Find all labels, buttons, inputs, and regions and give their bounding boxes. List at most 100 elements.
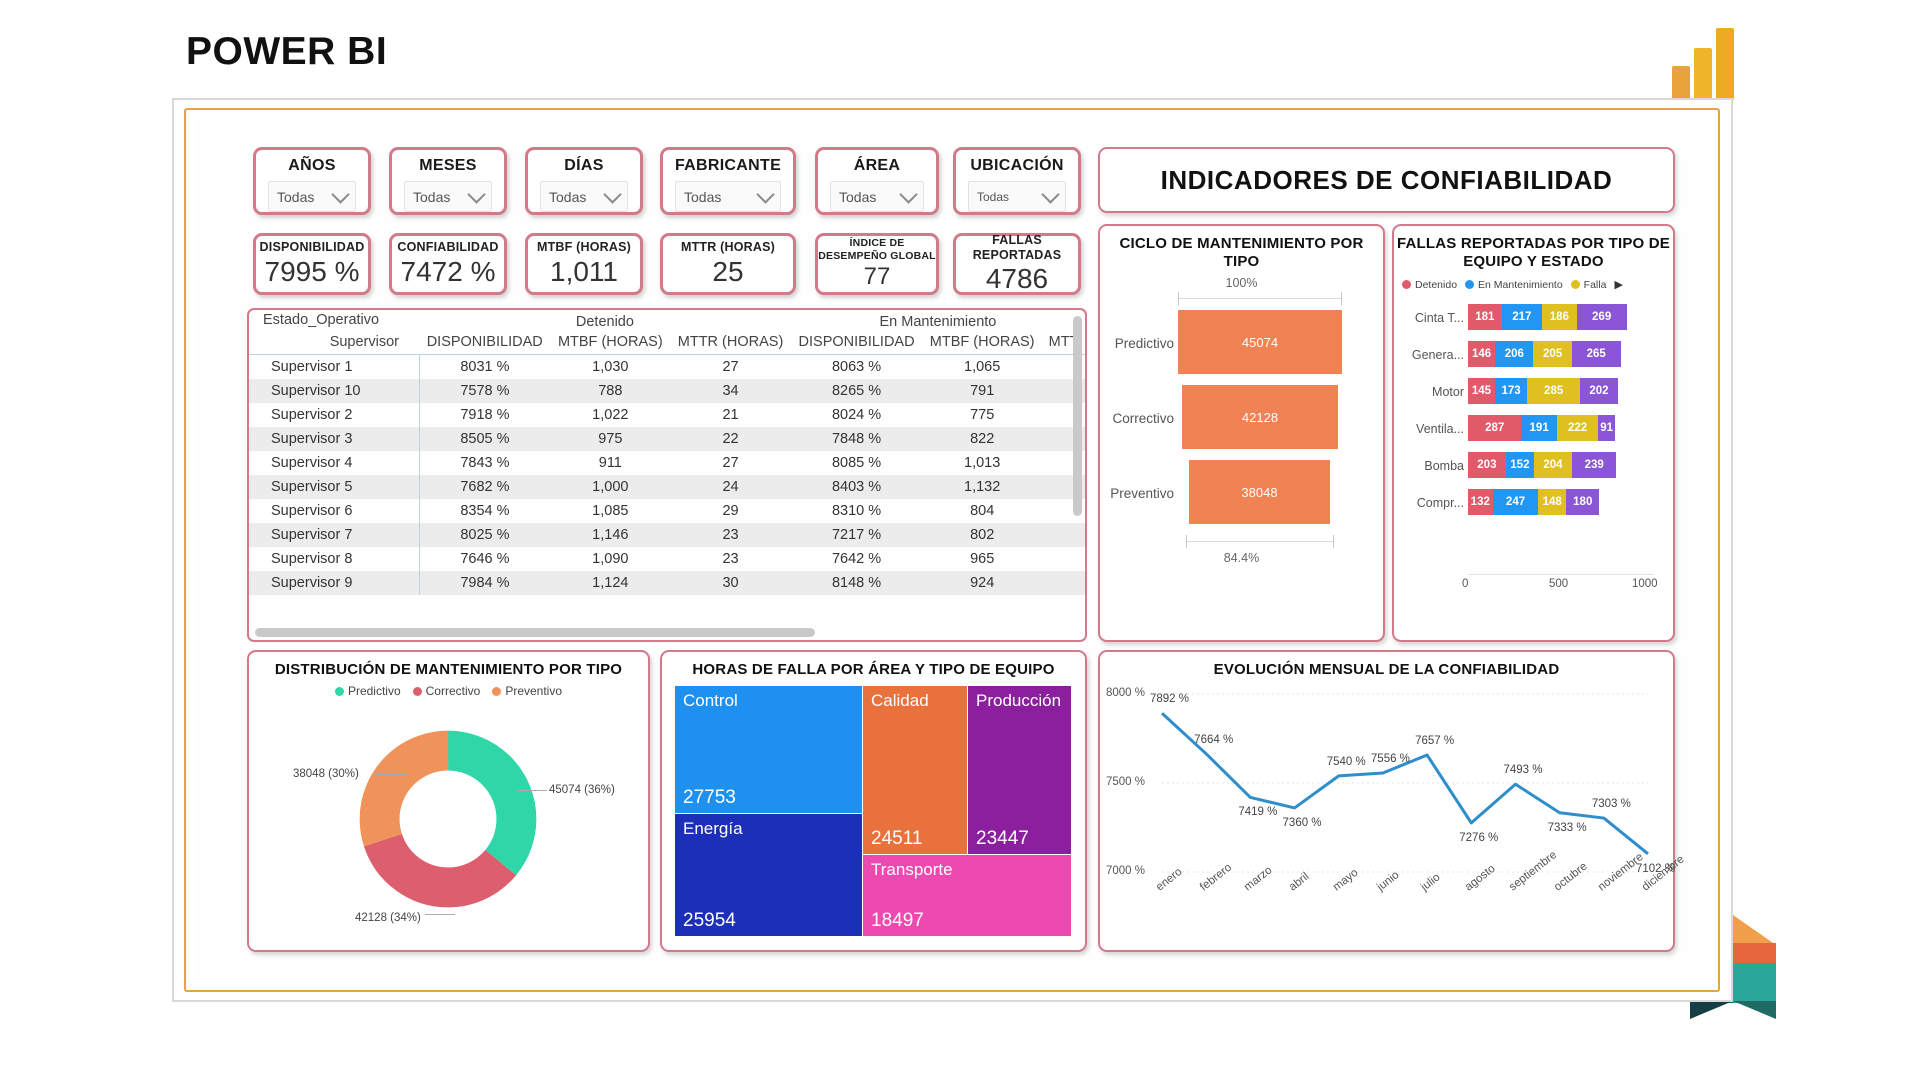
stacked-bar-segment[interactable]: 203 <box>1468 452 1506 478</box>
slicer-anios[interactable]: AÑOS Todas <box>253 147 371 215</box>
stacked-bar-segment[interactable]: 204 <box>1534 452 1572 478</box>
chevron-down-icon[interactable] <box>467 185 486 204</box>
table-row[interactable]: Supervisor 10 7578 % 788 34 8265 % 791 <box>249 379 1085 403</box>
donut-chart[interactable] <box>353 724 543 914</box>
stacked-x-axis <box>1468 574 1654 575</box>
dashboard-title: INDICADORES DE CONFIABILIDAD <box>1160 164 1613 195</box>
stacked-bar-segment[interactable]: 247 <box>1492 489 1539 515</box>
table-row[interactable]: Supervisor 6 8354 % 1,085 29 8310 % 804 <box>249 499 1085 523</box>
table-cell: 8265 % <box>831 383 882 399</box>
funnel-top-label: 100% <box>1225 276 1258 290</box>
treemap-node-name: Producción <box>976 691 1062 710</box>
stacked-bar-segment[interactable]: 173 <box>1494 378 1528 404</box>
stacked-bar-segment[interactable]: 222 <box>1556 415 1599 441</box>
table-cell: 1,000 <box>592 479 629 495</box>
legend-item-mantenimiento[interactable]: En Mantenimiento <box>1465 279 1563 291</box>
slicer-area[interactable]: ÁREA Todas <box>815 147 939 215</box>
data-label: 7664 % <box>1194 733 1234 746</box>
donut-slice-preventivo[interactable] <box>359 730 537 908</box>
legend-item-correctivo[interactable]: Correctivo <box>412 684 480 698</box>
table-row[interactable]: Supervisor 1 8031 % 1,030 27 8063 % 1,065 <box>249 354 1085 379</box>
stacked-bar-segment[interactable]: 145 <box>1468 378 1495 404</box>
supervisor-matrix-table[interactable]: Estado_Operativo Detenido En Mantenimien… <box>247 308 1087 642</box>
matrix-horizontal-scrollbar[interactable] <box>255 628 815 637</box>
treemap-node-energia[interactable]: Energía 25954 <box>675 814 862 936</box>
chevron-down-icon[interactable] <box>899 185 918 204</box>
funnel-bar-correctivo[interactable]: 42128 <box>1182 385 1338 449</box>
legend-dot-icon <box>412 686 422 696</box>
slicer-dias[interactable]: DÍAS Todas <box>525 147 643 215</box>
slicer-dropdown[interactable]: Todas <box>268 181 356 212</box>
funnel-top-axis <box>1178 298 1342 299</box>
treemap-node-value: 27753 <box>683 787 736 808</box>
col-d-disponibilidad: DISPONIBILIDAD <box>426 334 543 350</box>
chevron-down-icon[interactable] <box>603 185 622 204</box>
table-row[interactable]: Supervisor 3 8505 % 975 22 7848 % 822 <box>249 427 1085 451</box>
table-row[interactable]: Supervisor 2 7918 % 1,022 21 8024 % 775 <box>249 403 1085 427</box>
treemap-node-value: 23447 <box>976 828 1029 849</box>
stacked-bar-segment[interactable]: 265 <box>1571 341 1621 367</box>
stacked-bar-segment[interactable]: 148 <box>1538 489 1566 515</box>
data-label: 7419 % <box>1238 806 1278 819</box>
treemap-node-produccion[interactable]: Producción 23447 <box>968 686 1071 854</box>
stacked-bar-segment[interactable]: 132 <box>1468 489 1493 515</box>
legend-item-predictivo[interactable]: Predictivo <box>334 684 401 698</box>
matrix-vertical-scrollbar[interactable] <box>1073 316 1082 516</box>
line-chart-plot[interactable]: 7000 % 7500 % 8000 % 7892 % 7664 % 7419 % 7360… <box>1100 676 1687 950</box>
stacked-bar-segment[interactable]: 285 <box>1527 378 1581 404</box>
treemap-node-calidad[interactable]: Calidad 24511 <box>863 686 967 854</box>
legend-label: Detenido <box>1415 278 1458 291</box>
table-cell: 1,022 <box>592 407 629 423</box>
table-cell: Supervisor 9 <box>271 575 353 591</box>
line-series[interactable] <box>1160 712 1649 856</box>
table-row[interactable]: Supervisor 7 8025 % 1,146 23 7217 % 802 <box>249 523 1085 547</box>
table-cell: 34 <box>722 383 739 399</box>
y-axis-tick: 7000 % <box>1106 865 1146 877</box>
legend-item-preventivo[interactable]: Preventivo <box>492 684 562 698</box>
slicer-meses[interactable]: MESES Todas <box>389 147 507 215</box>
slicer-dropdown[interactable]: Todas <box>540 181 628 212</box>
treemap-node-transporte[interactable]: Transporte 18497 <box>863 855 1071 936</box>
legend-next-arrow-icon[interactable]: ▶ <box>1614 279 1623 291</box>
stacked-bar-segment[interactable]: 180 <box>1566 489 1600 515</box>
donut-slice-correctivo[interactable] <box>359 730 537 908</box>
slicer-fabricante[interactable]: FABRICANTE Todas <box>660 147 796 215</box>
table-row[interactable]: Supervisor 5 7682 % 1,000 24 8403 % 1,132 <box>249 475 1085 499</box>
chevron-down-icon[interactable] <box>331 185 350 204</box>
chevron-down-icon[interactable] <box>1041 185 1060 204</box>
slicer-dropdown[interactable]: Todas <box>675 181 781 212</box>
legend-item-falla[interactable]: Falla <box>1570 279 1606 291</box>
stacked-bar-segment[interactable]: 202 <box>1580 378 1618 404</box>
stacked-bar-segment[interactable]: 205 <box>1533 341 1572 367</box>
stacked-bar-segment[interactable]: 186 <box>1542 304 1577 330</box>
stacked-bar-segment[interactable]: 152 <box>1505 452 1535 478</box>
stacked-bar-category-label: Motor <box>1432 385 1464 399</box>
xtick-0: 0 <box>1462 578 1469 590</box>
stacked-bar-segment[interactable]: 91 <box>1598 415 1616 441</box>
funnel-bar-predictivo[interactable]: 45074 <box>1178 310 1342 374</box>
treemap-node-control[interactable]: Control 27753 <box>675 686 862 813</box>
stacked-bar-segment[interactable]: 239 <box>1571 452 1617 478</box>
stacked-bar-segment[interactable]: 287 <box>1468 415 1522 441</box>
slicer-ubicacion[interactable]: UBICACIÓN Todas <box>953 147 1081 215</box>
stacked-bar-segment[interactable]: 206 <box>1495 341 1534 367</box>
chevron-down-icon[interactable] <box>756 185 775 204</box>
page-title: POWER BI <box>186 30 388 73</box>
legend-item-detenido[interactable]: Detenido <box>1402 279 1457 291</box>
stacked-bar-segment[interactable]: 191 <box>1521 415 1557 441</box>
slicer-dropdown[interactable]: Todas <box>404 181 492 212</box>
table-row[interactable]: Supervisor 9 7984 % 1,124 30 8148 % 924 <box>249 571 1085 595</box>
stacked-bar-segment[interactable]: 217 <box>1501 304 1543 330</box>
table-row[interactable]: Supervisor 8 7646 % 1,090 23 7642 % 965 <box>249 547 1085 571</box>
funnel-value-predictivo: 45074 <box>1241 334 1279 350</box>
slicer-dropdown[interactable]: Todas <box>968 181 1066 212</box>
stacked-bar-segment[interactable]: 181 <box>1468 304 1502 330</box>
slicer-dropdown[interactable]: Todas <box>830 181 924 212</box>
funnel-bar-preventivo[interactable]: 38048 <box>1189 460 1330 524</box>
stacked-bar-segment[interactable]: 146 <box>1468 341 1496 367</box>
table-row[interactable]: Supervisor 4 7843 % 911 27 8085 % 1,013 <box>249 451 1085 475</box>
table-cell: 7578 % <box>418 379 551 403</box>
panel-ciclo-mantenimiento: CICLO DE MANTENIMIENTO POR TIPO 100% Pre… <box>1098 224 1385 642</box>
stacked-bar-segment[interactable]: 269 <box>1576 304 1627 330</box>
power-bi-logo-icon <box>1672 28 1742 100</box>
